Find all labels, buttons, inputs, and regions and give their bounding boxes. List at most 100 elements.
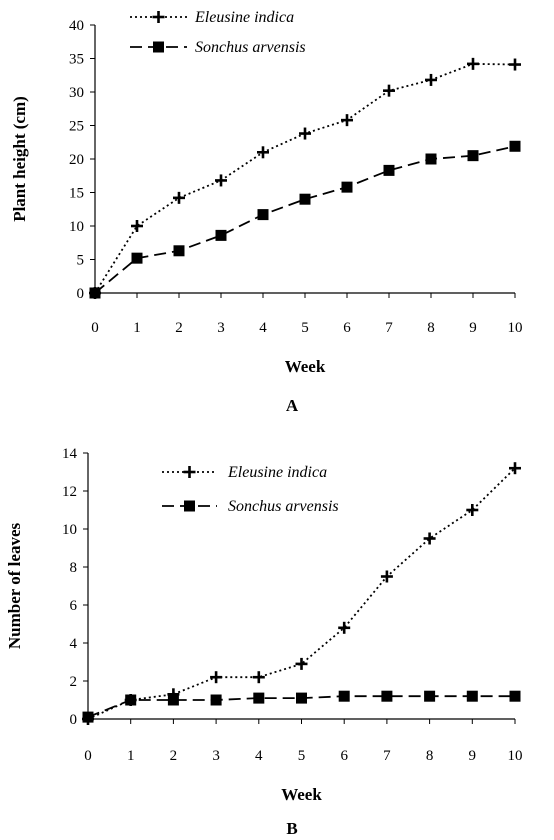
- data-point: [509, 690, 521, 702]
- x-tick-label: 9: [469, 748, 477, 764]
- data-point: [381, 690, 393, 702]
- data-point: [299, 193, 311, 205]
- y-tick-label: 30: [69, 85, 84, 101]
- legend-marker: [184, 500, 195, 512]
- x-tick-label: 8: [427, 320, 435, 336]
- legend-marker: [183, 466, 196, 478]
- data-point: [296, 692, 307, 704]
- y-tick-label: 20: [69, 152, 84, 168]
- data-point: [338, 690, 350, 702]
- x-tick-label: 10: [508, 748, 523, 764]
- data-point: [257, 146, 269, 159]
- x-tick-label: 4: [259, 320, 267, 336]
- x-tick-label: 0: [91, 320, 99, 336]
- series-sonchus-arvensis: [82, 690, 521, 723]
- x-tick-label: 6: [343, 320, 351, 336]
- data-point: [173, 245, 185, 257]
- data-point: [252, 671, 265, 684]
- y-tick-label: 14: [62, 446, 78, 462]
- data-point: [215, 229, 227, 241]
- data-point: [467, 150, 479, 162]
- series-sonchus-arvensis: [89, 140, 521, 299]
- data-point: [509, 58, 521, 71]
- y-axis-title: Plant height (cm): [10, 96, 29, 222]
- y-tick-label: 35: [69, 52, 84, 68]
- x-tick-label: 7: [383, 748, 391, 764]
- data-point: [383, 164, 395, 176]
- x-tick-label: 7: [385, 320, 393, 336]
- data-point: [425, 73, 437, 86]
- y-tick-label: 40: [69, 18, 84, 34]
- data-point: [215, 174, 227, 187]
- data-point: [131, 252, 143, 264]
- data-point: [509, 140, 521, 152]
- data-point: [466, 690, 478, 702]
- data-point: [423, 532, 436, 545]
- x-tick-label: 10: [508, 320, 523, 336]
- data-point: [466, 504, 479, 516]
- y-tick-label: 12: [62, 484, 77, 500]
- legend-entry: Eleusine indica: [130, 9, 294, 26]
- data-point: [257, 209, 269, 221]
- data-point: [424, 690, 436, 702]
- y-tick-label: 10: [62, 522, 77, 538]
- x-tick-label: 9: [469, 320, 477, 336]
- data-point: [295, 657, 308, 670]
- legend-marker: [152, 11, 165, 23]
- data-point: [380, 570, 393, 583]
- data-point: [89, 287, 101, 299]
- series-line: [94, 145, 516, 294]
- panel-label: A: [286, 396, 299, 415]
- legend-entry: Sonchus arvensis: [162, 498, 339, 515]
- x-tick-label: 4: [255, 748, 263, 764]
- y-tick-label: 8: [70, 560, 78, 576]
- legend-entry: Sonchus arvensis: [130, 39, 306, 56]
- data-point: [425, 153, 437, 165]
- y-tick-label: 15: [69, 186, 84, 202]
- data-point: [210, 694, 222, 706]
- y-tick-label: 4: [70, 636, 78, 652]
- data-point: [253, 692, 265, 704]
- x-tick-label: 8: [426, 748, 434, 764]
- y-tick-label: 25: [69, 119, 84, 135]
- data-point: [383, 84, 395, 97]
- x-tick-label: 1: [133, 320, 141, 336]
- x-axis-title: Week: [285, 357, 326, 376]
- legend-label: Eleusine indica: [194, 9, 294, 26]
- x-tick-label: 0: [84, 748, 92, 764]
- panel-a-chart: 0 5 10 15 20 25 30 35 40 0 1 2 3 4 5 6 7 8 9 10 Week Plant he…: [10, 9, 523, 415]
- y-tick-label: 2: [70, 674, 78, 690]
- legend-label: Sonchus arvensis: [228, 498, 339, 515]
- legend-entry: Eleusine indica: [162, 464, 327, 481]
- y-tick-label: 10: [69, 219, 84, 235]
- x-tick-label: 6: [340, 748, 348, 764]
- data-point: [509, 462, 521, 475]
- y-tick-label: 5: [77, 253, 85, 269]
- data-point: [125, 694, 137, 706]
- data-point: [341, 181, 353, 193]
- series-line: [87, 467, 516, 720]
- x-tick-label: 2: [175, 320, 183, 336]
- y-tick-label: 6: [70, 598, 78, 614]
- data-point: [210, 671, 223, 684]
- x-tick-label: 3: [217, 320, 225, 336]
- x-tick-label: 2: [170, 748, 178, 764]
- data-point: [82, 711, 94, 723]
- legend-label: Eleusine indica: [227, 464, 327, 481]
- panel-label: B: [286, 819, 297, 838]
- x-axis-title: Week: [281, 785, 322, 804]
- data-point: [341, 114, 353, 127]
- data-point: [299, 127, 311, 140]
- y-tick-label: 0: [70, 712, 78, 728]
- data-point: [131, 220, 143, 232]
- series-eleusine-indica: [89, 57, 521, 299]
- data-point: [167, 694, 179, 706]
- y-tick-label: 0: [77, 286, 85, 302]
- x-tick-label: 3: [212, 748, 220, 764]
- x-tick-label: 5: [298, 748, 306, 764]
- data-point: [173, 191, 185, 204]
- legend-label: Sonchus arvensis: [195, 39, 306, 56]
- y-axis-title: Number of leaves: [5, 523, 24, 650]
